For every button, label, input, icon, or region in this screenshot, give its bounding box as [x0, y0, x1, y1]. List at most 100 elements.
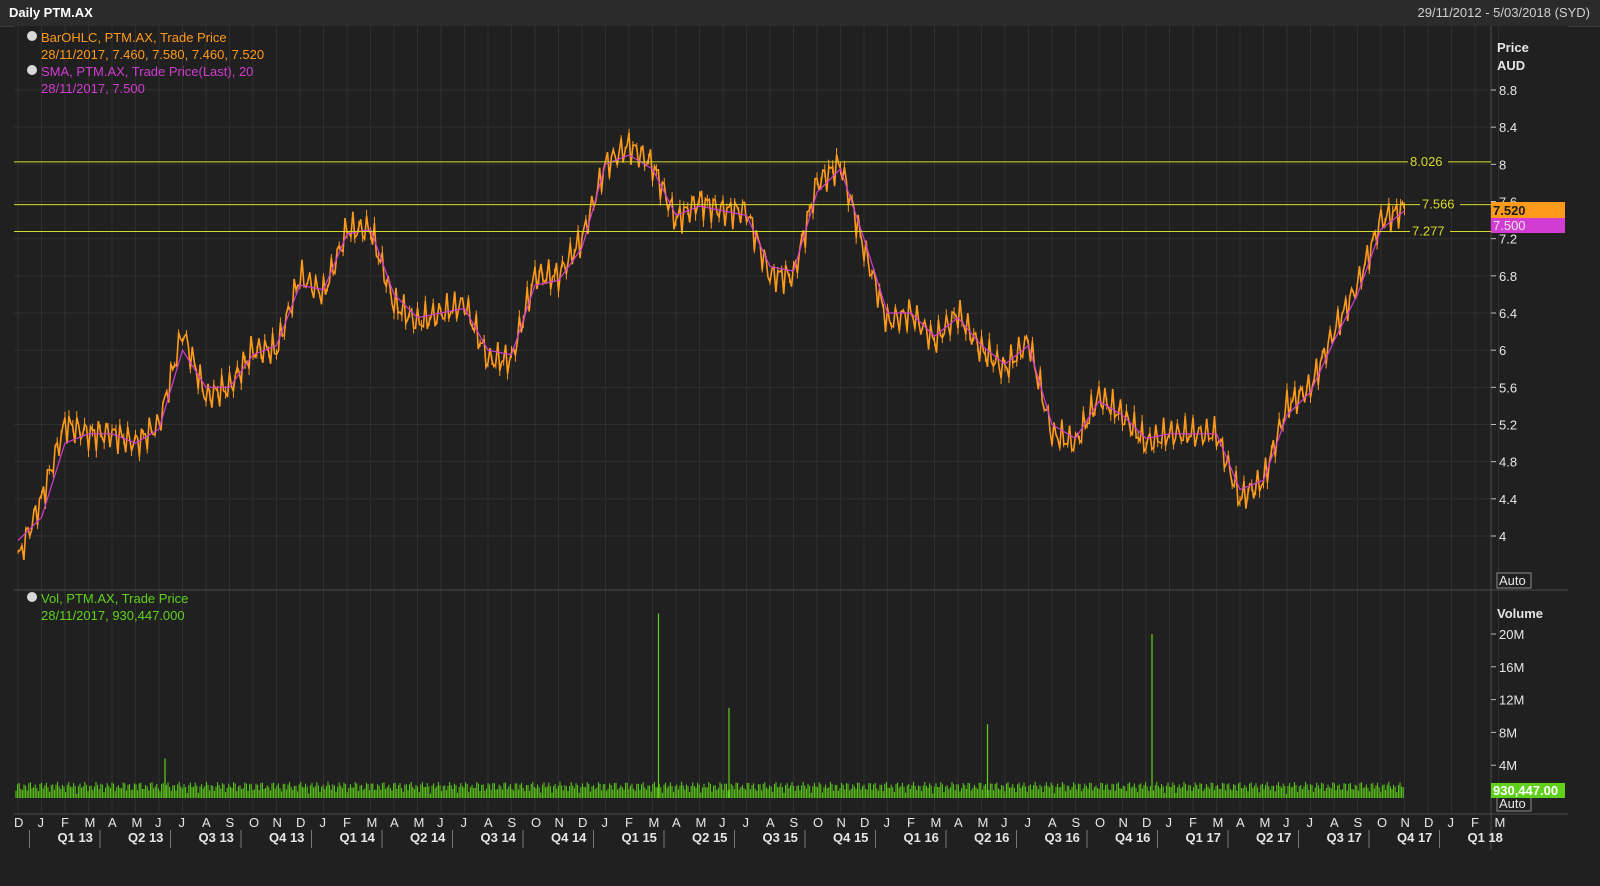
last-volume-tag: 930,447.00: [1491, 783, 1565, 798]
volume-panel[interactable]: [14, 590, 1491, 814]
price-axis-title: Price: [1497, 40, 1529, 55]
price-auto-button[interactable]: Auto: [1496, 572, 1532, 589]
quarter-tick-label: Q2 15: [692, 830, 727, 845]
quarter-tick-label: Q4 15: [833, 830, 868, 845]
price-levels[interactable]: 8.026 7.566 7.277: [14, 153, 1491, 239]
month-tick-label: A: [954, 815, 963, 830]
sma-legend-collapse-icon[interactable]: [27, 65, 37, 75]
quarter-tick-label: Q3 17: [1327, 830, 1362, 845]
quarter-tick-label: Q2 16: [974, 830, 1009, 845]
chart-title: Daily PTM.AX: [9, 5, 93, 20]
month-tick-label: J: [1025, 815, 1032, 830]
volume-tick-label: 8M: [1499, 725, 1517, 740]
quarter-tick-label: Q3 14: [481, 830, 517, 845]
level-label: 7.566: [1422, 197, 1455, 212]
month-tick-label: M: [1260, 815, 1271, 830]
quarter-tick-label: Q1 15: [622, 830, 657, 845]
price-tick-label: 4: [1499, 529, 1506, 544]
volume-axis-title: Volume: [1497, 606, 1543, 621]
month-tick-label: J: [1307, 815, 1314, 830]
month-tick-label: O: [1377, 815, 1387, 830]
quarter-tick-label: Q3 16: [1045, 830, 1080, 845]
month-tick-label: J: [179, 815, 186, 830]
month-tick-label: J: [320, 815, 327, 830]
month-tick-label: F: [61, 815, 69, 830]
month-tick-label: J: [743, 815, 750, 830]
month-tick-label: J: [437, 815, 444, 830]
month-tick-label: O: [531, 815, 541, 830]
month-tick-label: J: [155, 815, 162, 830]
price-tick-label: 8: [1499, 157, 1506, 172]
last-price-tag: 7.520: [1491, 202, 1565, 218]
price-legend-series: BarOHLC, PTM.AX, Trade Price: [41, 30, 227, 45]
month-tick-label: O: [813, 815, 823, 830]
right-axis-area: [1491, 26, 1568, 814]
level-label: 7.277: [1412, 224, 1445, 239]
month-tick-label: A: [1330, 815, 1339, 830]
month-tick-label: A: [1048, 815, 1057, 830]
month-tick-label: N: [837, 815, 846, 830]
volume-tick-label: 12M: [1499, 693, 1524, 708]
price-panel[interactable]: [14, 26, 1491, 590]
month-tick-label: D: [1424, 815, 1433, 830]
month-tick-label: F: [625, 815, 633, 830]
month-tick-label: A: [202, 815, 211, 830]
last-volume-label: 930,447.00: [1493, 783, 1558, 798]
month-tick-label: M: [649, 815, 660, 830]
quarter-tick-label: Q4 16: [1115, 830, 1150, 845]
price-legend-collapse-icon[interactable]: [27, 31, 37, 41]
month-tick-label: F: [1471, 815, 1479, 830]
month-tick-label: J: [602, 815, 609, 830]
price-tick-label: 8.8: [1499, 83, 1517, 98]
month-tick-label: S: [508, 815, 517, 830]
month-tick-label: N: [1401, 815, 1410, 830]
price-axis-unit: AUD: [1497, 58, 1525, 73]
quarter-tick-label: Q2 14: [410, 830, 446, 845]
month-tick-label: N: [1119, 815, 1128, 830]
quarter-tick-label: Q3 15: [763, 830, 798, 845]
quarter-tick-label: Q2 17: [1256, 830, 1291, 845]
price-axis: 44.44.85.25.666.46.87.27.688.48.8: [1491, 83, 1517, 544]
month-tick-label: A: [108, 815, 117, 830]
quarter-tick-label: Q1 14: [340, 830, 376, 845]
month-tick-label: J: [884, 815, 891, 830]
month-tick-label: J: [1283, 815, 1290, 830]
volume-legend-values: 28/11/2017, 930,447.000: [41, 608, 185, 623]
volume-legend: Vol, PTM.AX, Trade Price 28/11/2017, 930…: [27, 591, 188, 623]
volume-tick-label: 4M: [1499, 758, 1517, 773]
month-tick-label: D: [1142, 815, 1151, 830]
volume-legend-collapse-icon[interactable]: [27, 592, 37, 602]
price-tick-label: 5.2: [1499, 418, 1517, 433]
volume-tick-label: 20M: [1499, 627, 1524, 642]
quarter-tick-label: Q4 17: [1397, 830, 1432, 845]
price-tick-label: 6.4: [1499, 306, 1517, 321]
month-tick-label: A: [672, 815, 681, 830]
date-range: 29/11/2012 - 5/03/2018 (SYD): [1417, 5, 1591, 20]
price-tick-label: 6: [1499, 343, 1506, 358]
month-tick-label: M: [978, 815, 989, 830]
month-tick-label: J: [461, 815, 468, 830]
month-tick-label: F: [907, 815, 915, 830]
month-tick-label: M: [132, 815, 143, 830]
last-price-label: 7.520: [1493, 203, 1526, 218]
month-tick-label: J: [719, 815, 726, 830]
volume-auto-button[interactable]: Auto: [1496, 795, 1532, 812]
month-tick-label: M: [414, 815, 425, 830]
month-tick-label: D: [860, 815, 869, 830]
sma-legend-values: 28/11/2017, 7.500: [41, 81, 145, 96]
month-tick-label: D: [14, 815, 23, 830]
volume-auto-label: Auto: [1499, 796, 1526, 811]
month-tick-label: M: [1213, 815, 1224, 830]
price-tick-label: 6.8: [1499, 269, 1517, 284]
month-tick-label: J: [1166, 815, 1173, 830]
month-tick-label: S: [1354, 815, 1363, 830]
month-tick-label: N: [273, 815, 282, 830]
month-tick-label: M: [367, 815, 378, 830]
price-tick-label: 4.4: [1499, 492, 1517, 507]
month-tick-label: F: [1189, 815, 1197, 830]
month-tick-label: M: [696, 815, 707, 830]
last-sma-tag: 7.500: [1491, 218, 1565, 233]
volume-bars: [15, 613, 1404, 798]
